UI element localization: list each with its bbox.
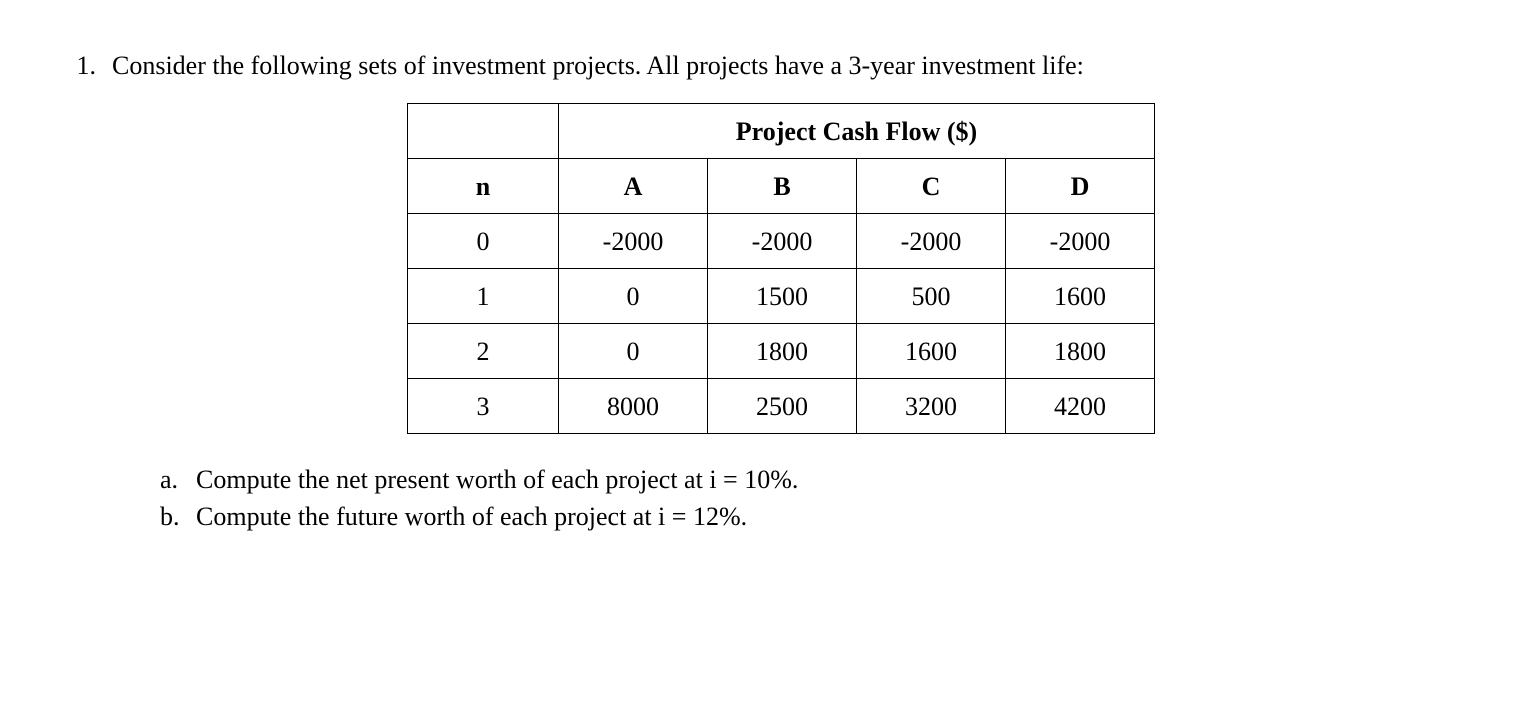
subpart-a-text: Compute the net present worth of each pr… [196,462,798,497]
cell-a: 0 [559,269,708,324]
cell-a: -2000 [559,214,708,269]
col-header-b: B [708,159,857,214]
cell-n: 1 [408,269,559,324]
cell-c: 500 [857,269,1006,324]
table-title-blank [408,104,559,159]
cell-b: 1800 [708,324,857,379]
subpart-b-text: Compute the future worth of each project… [196,499,747,534]
problem-body: Consider the following sets of investmen… [112,48,1450,536]
subparts: a. Compute the net present worth of each… [160,462,1450,534]
cell-c: -2000 [857,214,1006,269]
cell-d: -2000 [1006,214,1155,269]
table-row: 1 0 1500 500 1600 [408,269,1155,324]
cell-c: 3200 [857,379,1006,434]
col-header-c: C [857,159,1006,214]
table-title: Project Cash Flow ($) [559,104,1155,159]
col-header-d: D [1006,159,1155,214]
cell-c: 1600 [857,324,1006,379]
col-header-a: A [559,159,708,214]
table-row: 3 8000 2500 3200 4200 [408,379,1155,434]
subpart-b: b. Compute the future worth of each proj… [160,499,1450,534]
subpart-a: a. Compute the net present worth of each… [160,462,1450,497]
cell-d: 4200 [1006,379,1155,434]
col-header-n: n [408,159,559,214]
cell-n: 2 [408,324,559,379]
problem-number: 1. [48,48,112,83]
cell-b: 2500 [708,379,857,434]
cell-n: 0 [408,214,559,269]
cashflow-table: Project Cash Flow ($) n A B C D 0 -2000 … [407,103,1155,434]
subpart-b-label: b. [160,499,196,534]
cell-d: 1800 [1006,324,1155,379]
problem: 1. Consider the following sets of invest… [48,48,1450,536]
table-row: 2 0 1800 1600 1800 [408,324,1155,379]
cell-d: 1600 [1006,269,1155,324]
cell-n: 3 [408,379,559,434]
subpart-a-label: a. [160,462,196,497]
table-row: 0 -2000 -2000 -2000 -2000 [408,214,1155,269]
cell-b: 1500 [708,269,857,324]
table-title-row: Project Cash Flow ($) [408,104,1155,159]
cell-a: 8000 [559,379,708,434]
problem-intro: Consider the following sets of investmen… [112,48,1450,83]
cell-a: 0 [559,324,708,379]
cell-b: -2000 [708,214,857,269]
table-header-row: n A B C D [408,159,1155,214]
